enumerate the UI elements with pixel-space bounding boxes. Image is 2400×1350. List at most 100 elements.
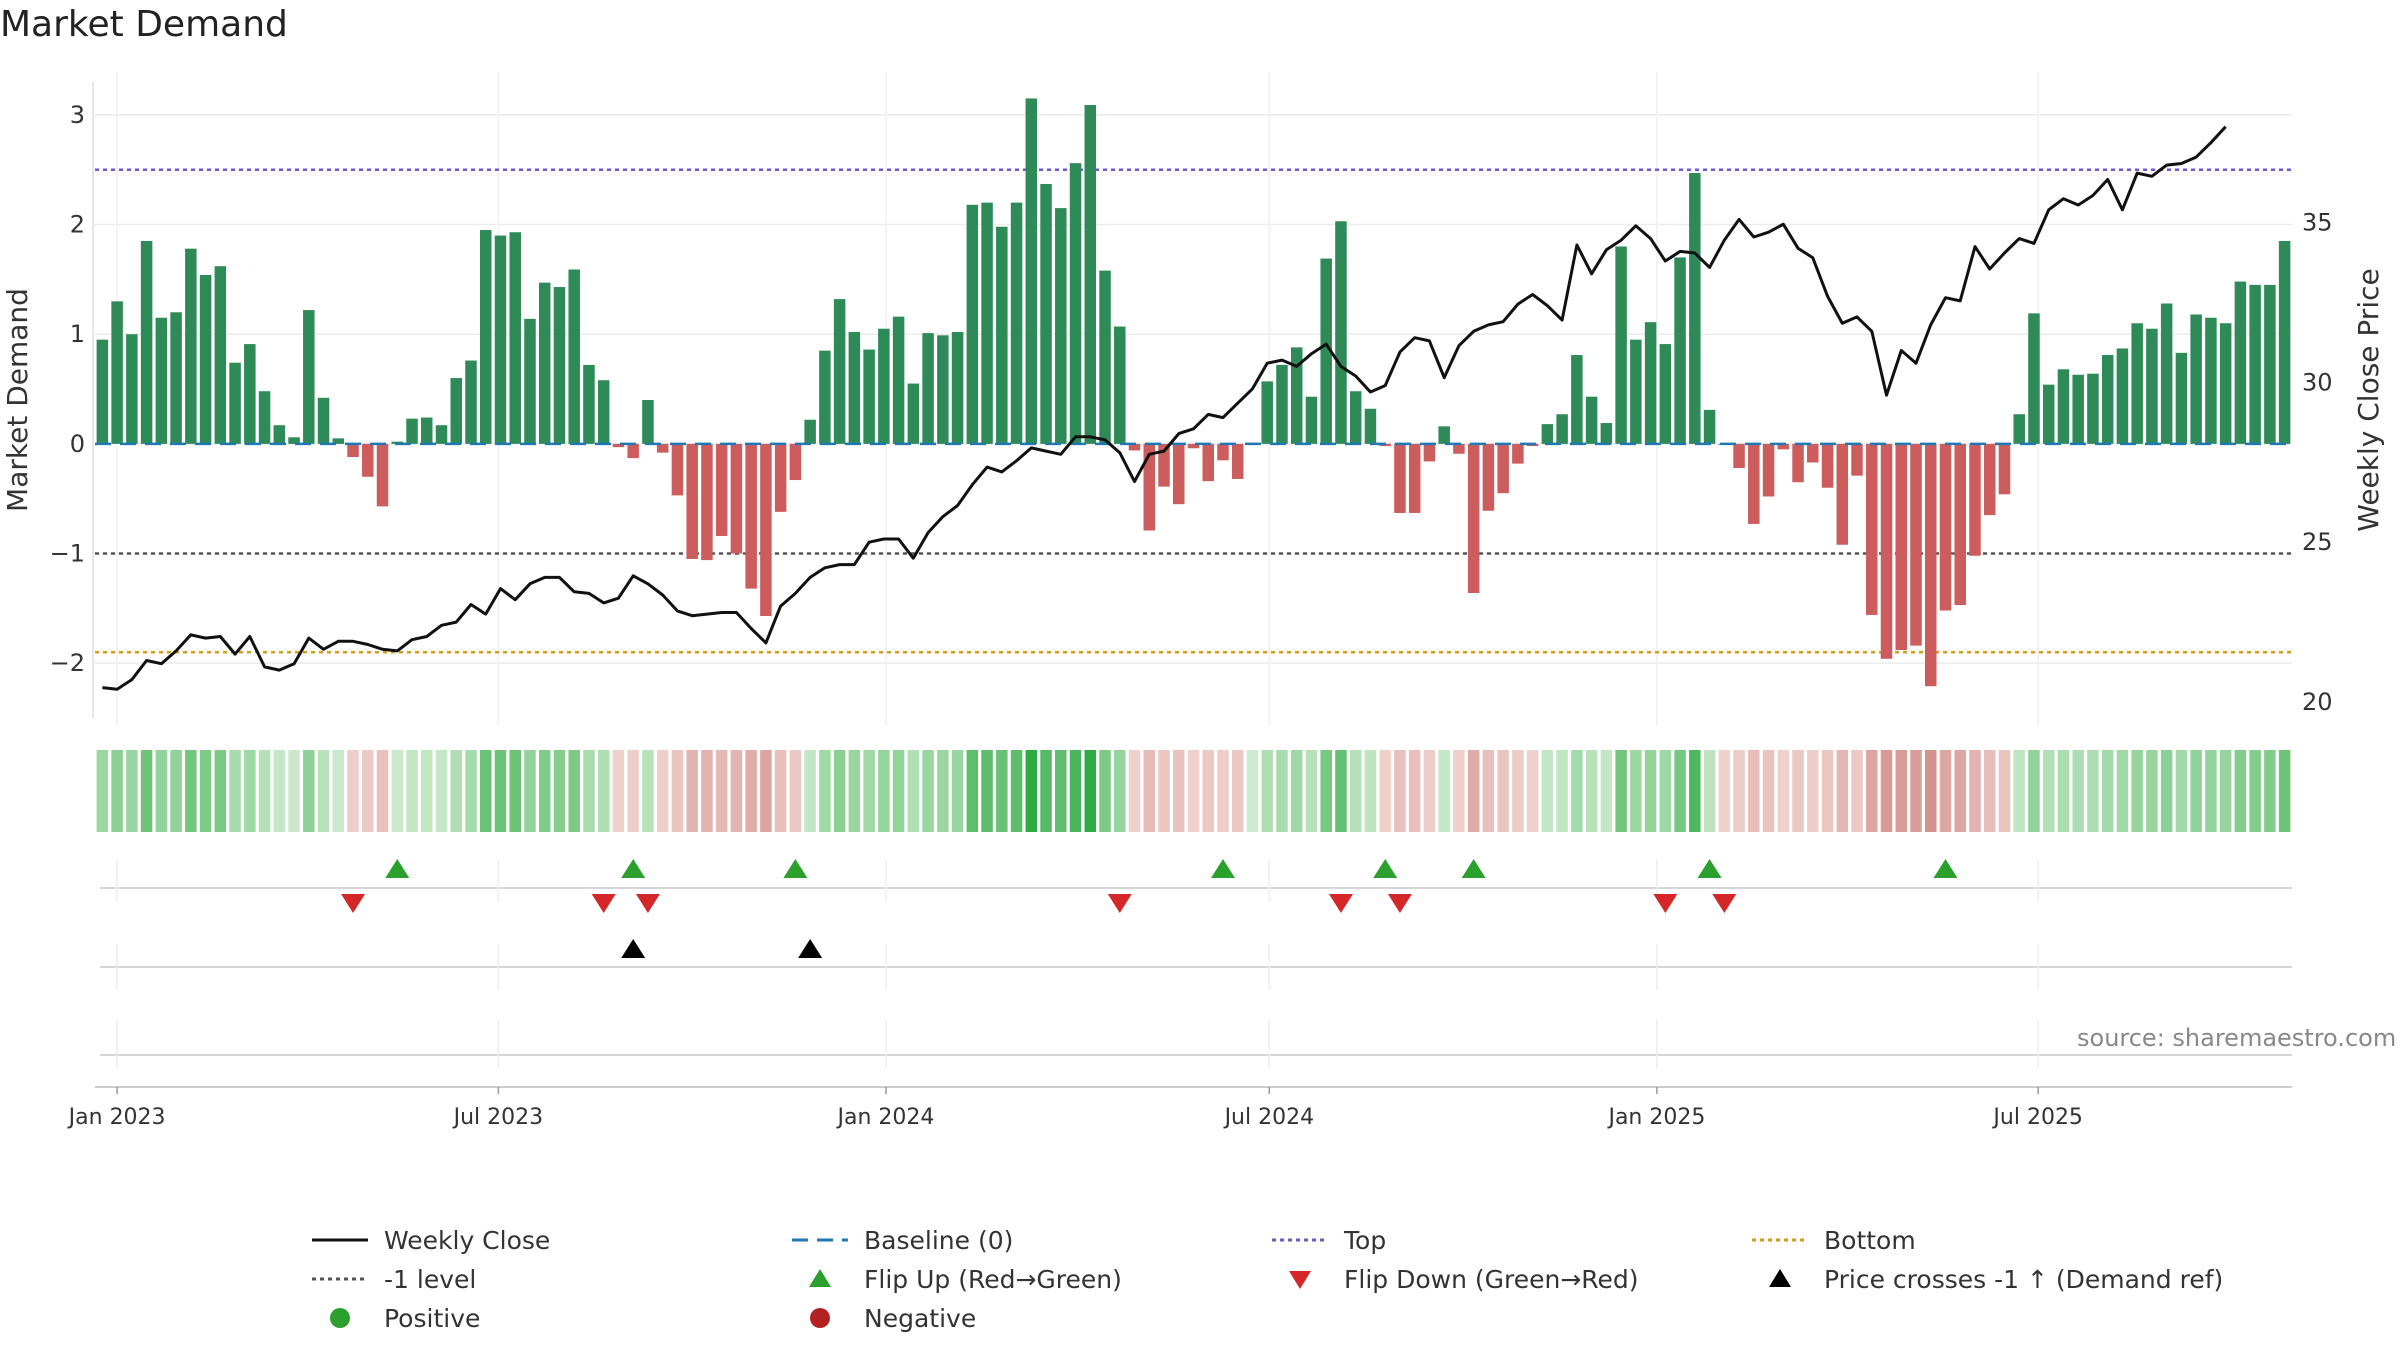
chart-legend: Weekly Close Baseline (0) Top Bottom -1 leve…: [310, 1222, 2270, 1342]
negative-bar: [715, 443, 728, 536]
negative-bar: [1954, 443, 1966, 606]
positive-bar: [996, 226, 1008, 444]
positive-bar: [244, 344, 256, 444]
heat-strip-cell: [1733, 750, 1745, 832]
y2-tick-label: 35: [2302, 209, 2333, 237]
heat-strip-cell: [951, 750, 964, 832]
heat-strip-cell: [1084, 750, 1097, 832]
legend-item: Price crosses -1 ↑ (Demand ref): [1750, 1261, 2223, 1297]
positive-bar: [2264, 284, 2276, 444]
heat-strip-cell: [1541, 750, 1554, 832]
heat-strip-cell: [1644, 750, 1657, 832]
positive-bar: [2205, 317, 2217, 444]
heat-strip-cell: [1703, 750, 1716, 832]
heat-strip-cell: [1571, 750, 1583, 832]
heat-strip-cell: [1762, 750, 1775, 832]
positive-bar: [907, 383, 920, 444]
y-tick-label: 1: [70, 320, 85, 348]
positive-bar: [642, 400, 654, 444]
flip-up-marker: [783, 859, 808, 878]
positive-bar: [435, 425, 448, 444]
positive-bar: [833, 299, 846, 444]
positive-bar: [568, 269, 580, 444]
heat-strip-cell: [774, 750, 787, 832]
heat-strip-cell: [1585, 750, 1598, 832]
positive-bar: [465, 360, 477, 444]
positive-bar: [2249, 284, 2261, 444]
negative-bar: [612, 443, 625, 448]
heat-strip-cell: [627, 750, 639, 832]
heat-strip-cell: [199, 750, 212, 832]
legend-swatch: [312, 1238, 368, 1242]
legend-label: Baseline (0): [864, 1225, 1014, 1255]
legend-item: Baseline (0): [790, 1222, 1013, 1258]
heat-strip-cell: [1674, 750, 1686, 832]
flip-down-marker: [635, 894, 660, 913]
heat-strip-cell: [1998, 750, 2011, 832]
positive-bar: [111, 301, 123, 444]
heat-strip-cell: [1630, 750, 1642, 832]
legend-label: Positive: [384, 1303, 481, 1333]
negative-bar: [1497, 443, 1509, 494]
heat-strip-cell: [1777, 750, 1790, 832]
heat-strip-cell: [597, 750, 610, 832]
negative-bar: [1910, 443, 1922, 646]
legend-label: Price crosses -1 ↑ (Demand ref): [1824, 1264, 2224, 1294]
heat-strip-cell: [509, 750, 521, 832]
positive-bar: [288, 437, 300, 444]
flip-down-marker: [1712, 894, 1737, 913]
negative-bar: [1924, 443, 1937, 687]
heat-strip-cell: [1364, 750, 1377, 832]
heat-strip-cell: [317, 750, 330, 832]
positive-bar: [214, 266, 227, 444]
negative-bar: [686, 443, 698, 559]
positive-bar: [2219, 323, 2232, 444]
heat-strip-cell: [1895, 750, 1908, 832]
positive-bar: [2160, 303, 2173, 444]
negative-bar: [1187, 443, 1200, 449]
y2-axis-label: Weekly Close Price: [2352, 268, 2385, 531]
negative-bar: [627, 443, 639, 459]
heat-strip-cell: [1615, 750, 1627, 832]
negative-bar: [1217, 443, 1229, 461]
flip-down-marker: [1653, 894, 1678, 913]
x-tick-label: Jul 2025: [1991, 1105, 2083, 1130]
negative-bar: [1895, 443, 1908, 651]
negative-bar: [1143, 443, 1156, 531]
heat-strip-cell: [229, 750, 241, 832]
positive-bar: [258, 391, 271, 444]
negative-bar: [745, 443, 757, 589]
heat-strip-cell: [332, 750, 345, 832]
heat-strip-cell: [878, 750, 890, 832]
heat-strip-cell: [1939, 750, 1952, 832]
positive-bar: [2131, 323, 2143, 444]
positive-bar: [1556, 414, 1568, 444]
heat-strip-cell: [937, 750, 949, 832]
heat-strip-cell: [2249, 750, 2261, 832]
positive-bar: [553, 287, 566, 444]
positive-bar: [2087, 373, 2099, 444]
flip-down-marker: [1387, 894, 1412, 913]
heat-strip-cell: [1217, 750, 1229, 832]
heat-strip-cell: [1379, 750, 1391, 832]
negative-bar: [1762, 443, 1775, 497]
negative-bar: [1851, 443, 1863, 476]
negative-bar: [347, 443, 359, 458]
positive-bar: [96, 339, 109, 444]
positive-bar: [303, 310, 315, 444]
negative-bar: [789, 443, 802, 481]
y-tick-label: −2: [50, 649, 85, 677]
negative-bar: [656, 443, 669, 453]
positive-bar: [892, 316, 905, 444]
heat-strip-cell: [2057, 750, 2070, 832]
negative-bar: [1866, 443, 1878, 615]
heat-strip-cell: [2234, 750, 2247, 832]
heat-strip-cell: [1187, 750, 1200, 832]
heat-strip-cell: [1408, 750, 1421, 832]
positive-bar: [1659, 344, 1672, 444]
negative-bar: [1998, 443, 2011, 495]
negative-bar: [1467, 443, 1480, 593]
positive-bar: [2101, 355, 2114, 444]
heat-strip-cell: [1880, 750, 1893, 832]
heat-strip-cell: [244, 750, 256, 832]
